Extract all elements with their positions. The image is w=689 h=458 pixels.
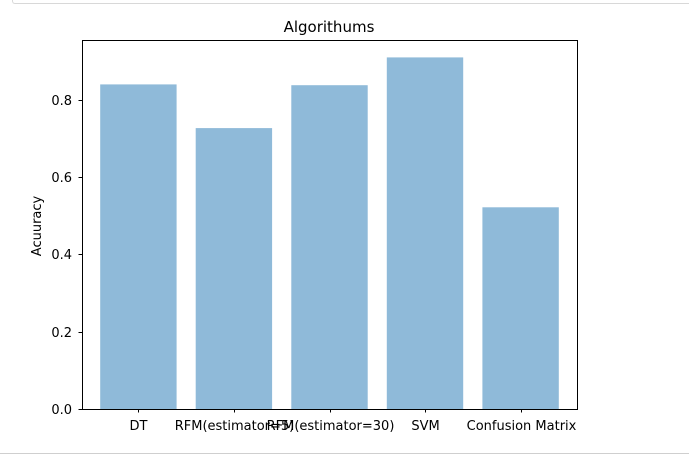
plot-area-frame — [82, 40, 578, 410]
x-tick-label-1: RFM(estimator=5) — [175, 419, 295, 434]
bar-0 — [100, 84, 177, 410]
x-ticks: DT RFM(estimator=5)RFM(estimator=30) SVM Co… — [130, 409, 577, 434]
x-tick-label-4: Confusion Matrix — [467, 419, 577, 434]
x-tick-label-3: SVM — [411, 419, 439, 434]
window-top-edge — [12, 0, 689, 4]
y-tick-label-2: 0.4 — [51, 248, 72, 263]
y-tick-label-1: 0.2 — [51, 326, 72, 341]
bar-1 — [195, 128, 273, 409]
y-tick-label-0: 0.0 — [51, 403, 72, 418]
x-tick-label-2: RFM(estimator=30) — [267, 419, 395, 434]
y-tick-label-3: 0.6 — [51, 171, 72, 186]
y-axis-label: Acuuracy — [30, 195, 45, 256]
chart-title: Algorithums — [284, 18, 375, 36]
bar-3 — [386, 57, 464, 410]
bars-layer — [100, 57, 559, 410]
y-tick-label-4: 0.8 — [51, 94, 72, 109]
x-tick-label-0: DT — [130, 419, 148, 434]
bar-2 — [291, 85, 368, 409]
window-bottom-edge — [0, 453, 689, 454]
y-ticks: 0.0 0.2 0.4 0.6 0.8 — [51, 94, 82, 418]
bar-4 — [482, 207, 559, 409]
